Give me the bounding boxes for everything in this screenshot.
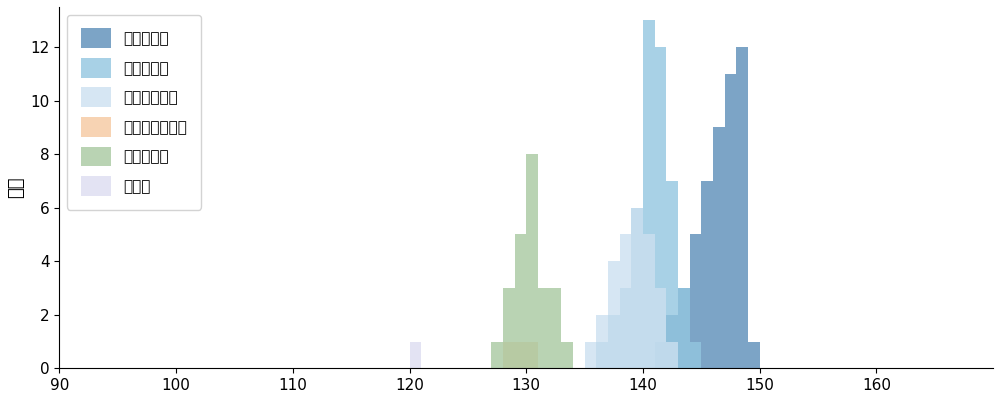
Bar	[608, 261, 620, 368]
Bar	[748, 342, 760, 368]
Y-axis label: 球数: 球数	[7, 177, 25, 198]
Bar	[631, 208, 643, 368]
Bar	[643, 20, 655, 368]
Bar	[620, 288, 631, 368]
Bar	[655, 342, 666, 368]
Bar	[585, 342, 596, 368]
Bar	[678, 288, 690, 368]
Legend: ストレート, ツーシーム, カットボール, チェンジアップ, スライダー, カーブ: ストレート, ツーシーム, カットボール, チェンジアップ, スライダー, カー…	[67, 14, 201, 210]
Bar	[678, 288, 690, 368]
Bar	[561, 342, 573, 368]
Bar	[655, 47, 666, 368]
Bar	[526, 342, 538, 368]
Bar	[515, 234, 526, 368]
Bar	[620, 234, 631, 368]
Bar	[515, 342, 526, 368]
Bar	[690, 234, 701, 368]
Bar	[608, 315, 620, 368]
Bar	[410, 342, 421, 368]
Bar	[666, 315, 678, 368]
Bar	[725, 74, 736, 368]
Bar	[526, 154, 538, 368]
Bar	[701, 181, 713, 368]
Bar	[666, 342, 678, 368]
Bar	[596, 342, 608, 368]
Bar	[666, 181, 678, 368]
Bar	[713, 128, 725, 368]
Bar	[538, 288, 550, 368]
Bar	[596, 315, 608, 368]
Bar	[491, 342, 503, 368]
Bar	[643, 234, 655, 368]
Bar	[503, 288, 515, 368]
Bar	[690, 342, 701, 368]
Bar	[550, 288, 561, 368]
Bar	[736, 47, 748, 368]
Bar	[503, 342, 515, 368]
Bar	[631, 208, 643, 368]
Bar	[655, 288, 666, 368]
